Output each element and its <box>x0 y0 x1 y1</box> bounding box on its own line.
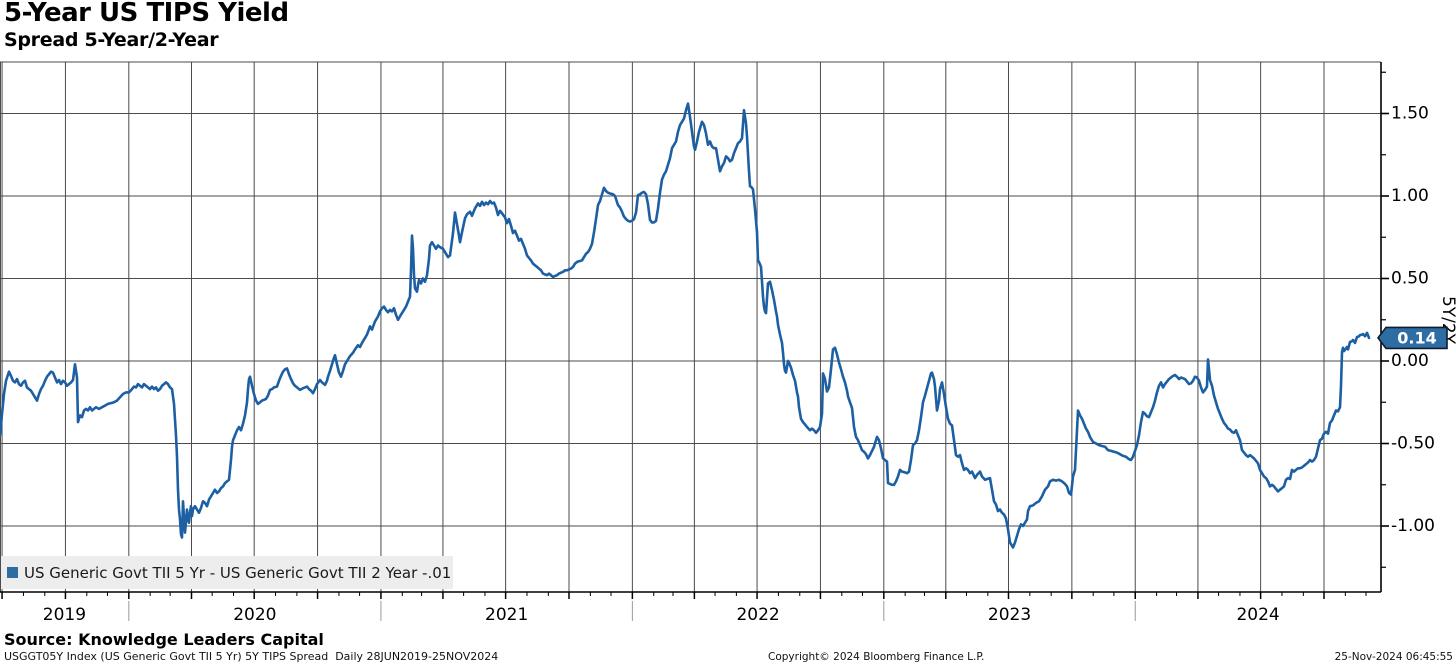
legend-series-label: US Generic Govt TII 5 Yr - US Generic Go… <box>24 563 452 582</box>
x-year-label: 2019 <box>43 605 86 625</box>
last-value-tag: 0.14 <box>1376 326 1448 350</box>
y-tick-label: -1.00 <box>1391 516 1435 536</box>
y-tick-label: 0.50 <box>1391 269 1429 289</box>
source-attribution: Source: Knowledge Leaders Capital <box>4 630 324 649</box>
print-timestamp: 25-Nov-2024 06:45:55 <box>1334 651 1453 663</box>
x-axis: 2019 2020 2021 2022 2023 2024 <box>1 592 1367 625</box>
y-tick-label: 1.50 <box>1391 104 1429 124</box>
chart-title: 5-Year US TIPS Yield <box>4 0 289 28</box>
plot-frame <box>0 61 1382 593</box>
legend: US Generic Govt TII 5 Yr - US Generic Go… <box>1 556 453 589</box>
y-tick-label: -0.50 <box>1391 434 1435 454</box>
y-tick-label: 0.00 <box>1391 351 1429 371</box>
x-year-label: 2020 <box>233 605 276 625</box>
x-year-label: 2024 <box>1236 605 1279 625</box>
ticker-meta-line: USGGT05Y Index (US Generic Govt TII 5 Yr… <box>4 650 499 663</box>
gridlines <box>0 62 1381 592</box>
x-year-label: 2022 <box>736 605 779 625</box>
chart-subtitle: Spread 5-Year/2-Year <box>4 29 219 51</box>
legend-series-marker-icon <box>7 567 18 578</box>
last-value-tag-shape <box>1376 326 1448 350</box>
x-year-label: 2023 <box>988 605 1031 625</box>
last-value-tag-label: 0.14 <box>1397 328 1436 347</box>
x-year-label: 2021 <box>485 605 528 625</box>
y-tick-label: 1.00 <box>1391 186 1429 206</box>
copyright-notice: Copyright© 2024 Bloomberg Finance L.P. <box>768 651 985 663</box>
spread-line-series <box>0 102 1371 549</box>
